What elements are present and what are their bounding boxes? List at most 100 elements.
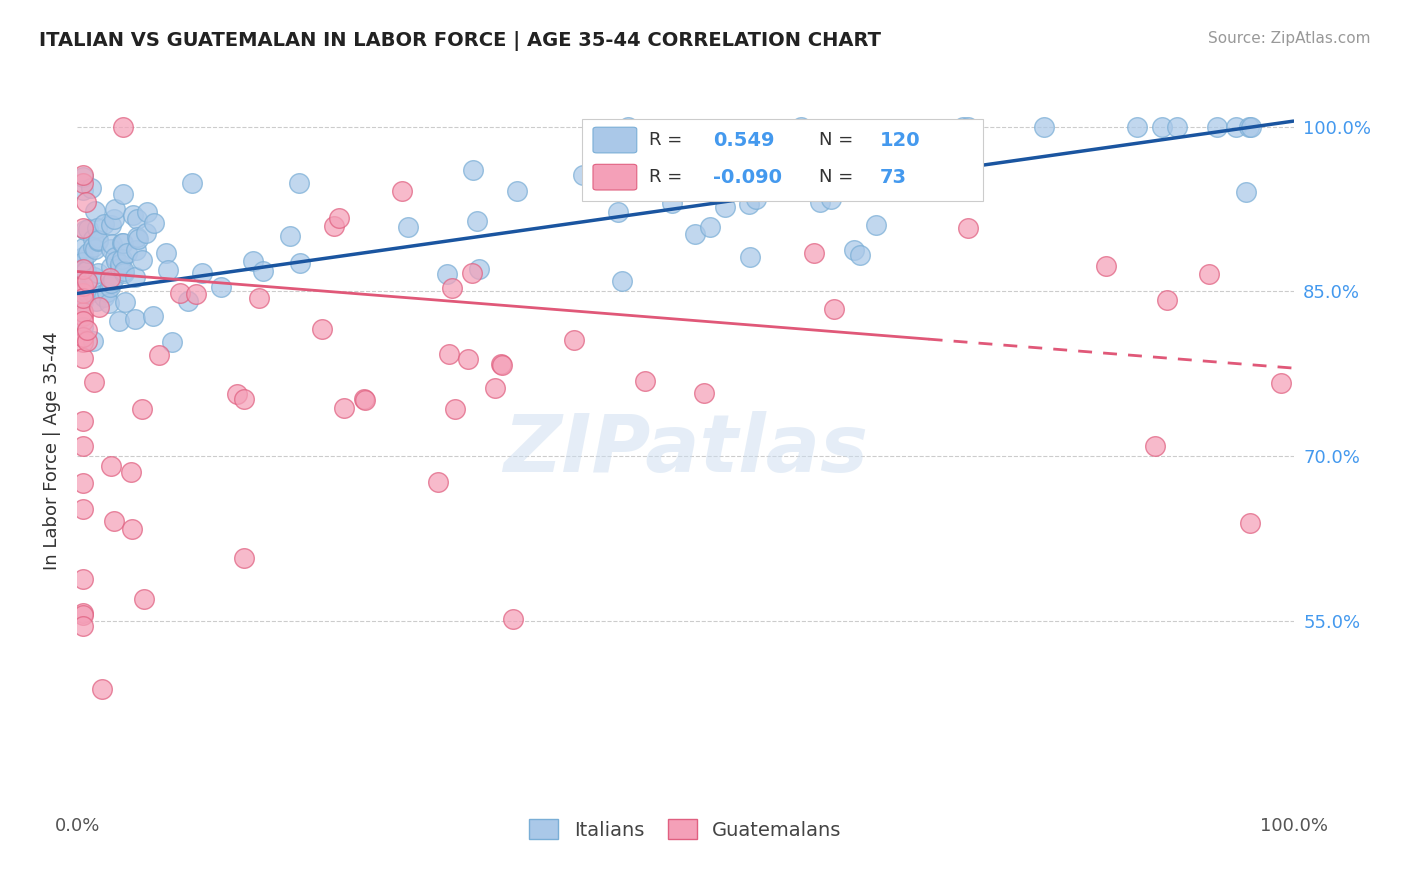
Point: [322, 219, 344, 233]
Point: [131, 252, 153, 267]
Point: [725, 161, 748, 175]
Point: [83, 375, 105, 389]
Point: [391, 184, 413, 198]
Point: [693, 386, 716, 401]
Point: [75, 264, 97, 278]
Point: [952, 120, 974, 134]
Point: [121, 523, 143, 537]
Point: [247, 291, 270, 305]
Point: [72, 260, 94, 275]
Text: -0.090: -0.090: [713, 168, 782, 186]
Point: [121, 208, 143, 222]
Point: [1126, 120, 1149, 134]
Point: [502, 612, 524, 626]
Point: [287, 176, 309, 190]
Point: [76, 222, 98, 236]
Point: [124, 270, 146, 285]
Point: [505, 184, 527, 198]
Text: ITALIAN VS GUATEMALAN IN LABOR FORCE | AGE 35-44 CORRELATION CHART: ITALIAN VS GUATEMALAN IN LABOR FORCE | A…: [39, 31, 882, 51]
Point: [180, 176, 202, 190]
Point: [72, 475, 94, 490]
Point: [104, 250, 127, 264]
Point: [311, 322, 333, 336]
Point: [72, 414, 94, 428]
Point: [111, 120, 134, 134]
Point: [328, 211, 350, 225]
Point: [160, 335, 183, 350]
Point: [127, 232, 149, 246]
Point: [72, 618, 94, 632]
Point: [111, 236, 134, 251]
Point: [72, 255, 94, 269]
Point: [457, 351, 479, 366]
Text: 73: 73: [880, 168, 907, 186]
Text: N =: N =: [820, 131, 859, 149]
Point: [333, 401, 356, 415]
Point: [72, 278, 94, 293]
Point: [72, 286, 94, 301]
Point: [93, 217, 115, 231]
Point: [440, 281, 463, 295]
Point: [242, 254, 264, 268]
Point: [76, 274, 98, 288]
Point: [842, 244, 865, 258]
Point: [103, 273, 125, 287]
Point: [489, 357, 512, 371]
Point: [354, 393, 377, 408]
Point: [142, 309, 165, 323]
Point: [790, 120, 813, 134]
Point: [115, 245, 138, 260]
Point: [80, 285, 103, 299]
Point: [112, 266, 135, 280]
Point: [98, 280, 121, 294]
Point: [72, 291, 94, 305]
Point: [100, 242, 122, 256]
Point: [87, 234, 110, 248]
Point: [353, 392, 375, 406]
Point: [104, 254, 127, 268]
Point: [84, 243, 107, 257]
Y-axis label: In Labor Force | Age 35-44: In Labor Force | Age 35-44: [42, 331, 60, 570]
Point: [1270, 376, 1292, 391]
Point: [177, 293, 200, 308]
Point: [73, 222, 96, 236]
Point: [72, 291, 94, 305]
Point: [72, 502, 94, 516]
Point: [76, 334, 98, 348]
Point: [820, 192, 842, 206]
Point: [72, 250, 94, 264]
FancyBboxPatch shape: [593, 164, 637, 190]
Point: [72, 335, 94, 350]
Point: [1240, 120, 1263, 134]
Point: [103, 202, 125, 216]
Point: [77, 245, 100, 260]
Point: [124, 244, 146, 258]
Point: [683, 227, 706, 242]
Text: 0.549: 0.549: [713, 130, 775, 150]
Point: [745, 192, 768, 206]
Point: [1033, 120, 1056, 134]
Point: [72, 607, 94, 622]
Point: [111, 252, 134, 266]
Point: [86, 266, 108, 280]
Point: [114, 295, 136, 310]
Point: [1234, 185, 1257, 199]
Point: [685, 179, 707, 194]
Point: [956, 120, 979, 134]
Text: ZIPatlas: ZIPatlas: [503, 411, 868, 490]
Point: [252, 264, 274, 278]
Point: [148, 348, 170, 362]
Point: [155, 246, 177, 260]
Point: [103, 514, 125, 528]
Point: [226, 387, 249, 401]
Point: [77, 285, 100, 300]
Point: [86, 221, 108, 235]
Point: [131, 401, 153, 416]
Point: [127, 230, 149, 244]
Point: [89, 300, 111, 314]
Point: [209, 280, 232, 294]
Point: [72, 176, 94, 190]
Text: N =: N =: [820, 169, 859, 186]
Point: [740, 250, 762, 264]
Point: [72, 295, 94, 310]
